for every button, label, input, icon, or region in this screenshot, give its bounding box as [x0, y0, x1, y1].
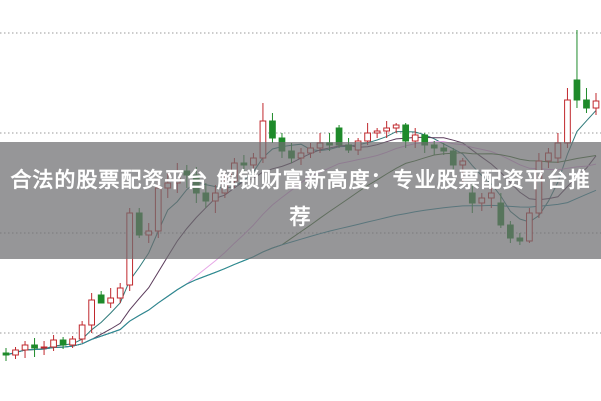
candle-body — [88, 299, 95, 326]
candle-body — [269, 120, 276, 139]
candle-body — [402, 124, 410, 142]
candle-body — [97, 294, 105, 304]
candle-body — [373, 130, 381, 134]
candle-body — [50, 339, 57, 348]
candle-body — [59, 339, 67, 346]
page-title: 合法的股票配资平台 解锁财富新高度：专业股票配资平台推荐 — [10, 168, 591, 229]
candle-body — [2, 352, 10, 356]
candle-body — [573, 79, 581, 101]
title-overlay-band — [0, 142, 601, 259]
candle-body — [392, 124, 400, 129]
candle-body — [583, 99, 590, 109]
candle-body — [31, 344, 38, 349]
candle-body — [107, 297, 115, 304]
candle-body — [364, 132, 371, 142]
candle-body — [383, 127, 390, 132]
candle-body — [78, 324, 86, 340]
candle-body — [411, 134, 419, 142]
candle-body — [21, 344, 29, 351]
candle-body — [12, 349, 19, 356]
candle-body — [69, 338, 76, 346]
candle-body — [40, 346, 48, 349]
candle-body — [564, 99, 571, 144]
candle-body — [116, 287, 124, 299]
candle-body — [592, 100, 600, 109]
